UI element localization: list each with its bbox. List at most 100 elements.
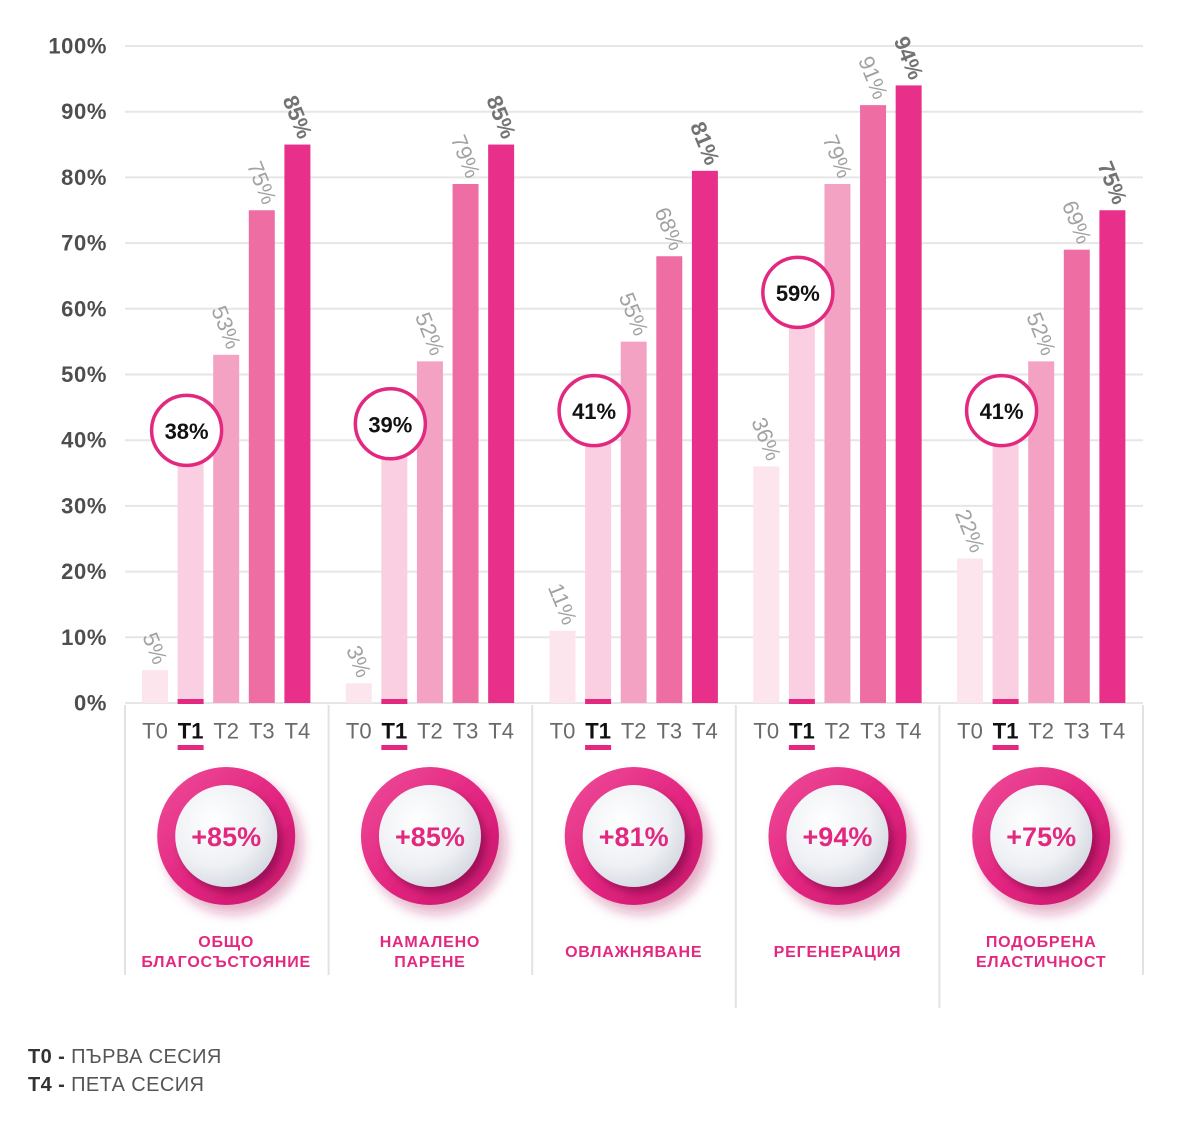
value-label: 85%	[278, 92, 318, 142]
category-label-line: БЛАГОСЪСТОЯНИЕ	[141, 954, 311, 971]
value-label: 91%	[853, 52, 893, 102]
highlight-marker-bottom	[788, 745, 815, 750]
badge-value: +85%	[395, 822, 465, 852]
bar-t3-group-5	[1063, 249, 1090, 704]
highlight-marker-top	[788, 699, 815, 704]
bar-t2-group-4	[824, 183, 851, 704]
x-tick-label: T3	[249, 719, 275, 744]
bar-t4-group-3	[691, 170, 718, 703]
badges: +85% +85% +81% +94% +75%	[157, 767, 1111, 905]
y-tick-label: 80%	[61, 165, 107, 190]
highlight-marker-top	[177, 699, 204, 704]
y-tick-label: 10%	[61, 625, 107, 650]
value-label: 79%	[818, 131, 858, 181]
bar-t4-group-1	[284, 144, 311, 704]
bar-t4-group-4	[895, 85, 922, 704]
x-tick-label: T1	[993, 719, 1019, 744]
x-axis: T0 T1 T2 T3 T4 T0 T1 T2 T3 T4 T0 T1 T2 T3 T4 T0 T1 T2 T3 T4…	[142, 699, 1125, 750]
highlight-marker-bottom	[381, 745, 408, 750]
x-tick-label: T2	[417, 719, 443, 744]
highlight-value-label: 41%	[980, 399, 1024, 424]
badge-disc	[786, 785, 889, 887]
bar-t3-group-4	[860, 105, 887, 703]
x-tick-label: T4	[1100, 719, 1126, 744]
bar-t1-group-3	[585, 433, 612, 703]
badge-group-3: +81%	[564, 767, 703, 905]
badge-value: +81%	[599, 822, 669, 852]
category-label-line: ЕЛАСТИЧНОСТ	[976, 954, 1106, 971]
highlight-callout-circle	[761, 255, 835, 330]
highlight-callout-circle	[557, 373, 631, 448]
value-label: 79%	[446, 131, 486, 181]
highlight-value-label: 59%	[776, 281, 820, 306]
x-tick-label: T0	[142, 719, 168, 744]
category-label-line: ПОДОБРЕНА	[986, 934, 1097, 951]
x-tick-label: T3	[453, 719, 479, 744]
bar-t4-group-2	[488, 144, 515, 704]
value-label: 75%	[1093, 158, 1133, 208]
value-label: 3%	[341, 642, 376, 681]
value-label: 68%	[649, 204, 689, 254]
badge-value: +75%	[1006, 822, 1076, 852]
highlight-marker-top	[381, 699, 408, 704]
badge-group-1: +85%	[157, 767, 296, 905]
category-label: ПОДОБРЕНА ЕЛАСТИЧНОСТ	[976, 934, 1106, 971]
highlight-callout-circle	[353, 387, 428, 461]
value-label: 52%	[1021, 309, 1061, 359]
value-label: 52%	[410, 309, 450, 359]
x-tick-label: T0	[753, 719, 779, 744]
badge-value: +85%	[191, 822, 261, 852]
bar-t3-group-3	[656, 256, 683, 703]
bars	[142, 85, 1126, 704]
bar-t0-group-2	[345, 683, 372, 703]
x-tick-label: T4	[285, 719, 311, 744]
x-tick-label: T1	[382, 719, 408, 744]
highlight-callout-circle	[149, 393, 224, 468]
x-tick-label: T3	[860, 719, 886, 744]
highlight-value-label: 38%	[165, 419, 209, 444]
x-tick-label: T4	[488, 719, 514, 744]
badge-group-2: +85%	[360, 767, 499, 905]
bar-t0-group-3	[549, 630, 576, 703]
x-tick-label: T2	[825, 719, 851, 744]
category-label-line: ОВЛАЖНЯВАНЕ	[565, 944, 702, 961]
bar-t0-group-5	[957, 558, 983, 703]
badge-group-5: +75%	[972, 767, 1111, 905]
legend-key: T0 -	[28, 1046, 66, 1068]
value-label: 69%	[1057, 197, 1097, 247]
value-label: 85%	[481, 92, 521, 142]
value-label: 36%	[746, 414, 786, 464]
x-tick-label: T2	[213, 719, 239, 744]
x-tick-label: T1	[585, 719, 611, 744]
badge-disc	[990, 785, 1093, 887]
y-tick-label: 70%	[61, 231, 107, 256]
value-label: 81%	[685, 118, 725, 168]
x-tick-label: T1	[178, 719, 204, 744]
y-tick-label: 0%	[74, 691, 107, 716]
category-label-line: РЕГЕНЕРАЦИЯ	[774, 944, 902, 961]
highlight-marker-bottom	[177, 745, 204, 750]
badge-group-4: +94%	[768, 767, 907, 905]
y-tick-label: 20%	[61, 559, 107, 584]
x-tick-label: T0	[346, 719, 372, 744]
category-label-line: ПАРЕНЕ	[394, 954, 465, 971]
bar-t3-group-2	[452, 183, 479, 704]
highlight-marker-bottom	[992, 745, 1019, 750]
legend: T0 - ПЪРВА СЕСИЯ T4 - ПЕТА СЕСИЯ	[28, 1043, 222, 1099]
value-label: 55%	[614, 289, 654, 339]
y-tick-label: 40%	[61, 428, 107, 453]
x-tick-label: T0	[957, 719, 983, 744]
bar-t1-group-1	[177, 453, 204, 703]
y-tick-label: 90%	[61, 99, 107, 124]
bar-t4-group-5	[1099, 210, 1126, 703]
x-tick-label: T3	[656, 719, 682, 744]
highlight-callout-circle	[964, 373, 1039, 448]
x-tick-label: T4	[896, 719, 922, 744]
category-label: ОВЛАЖНЯВАНЕ	[565, 944, 702, 961]
legend-text: ПЕТА СЕСИЯ	[71, 1074, 205, 1096]
x-tick-label: T4	[692, 719, 718, 744]
value-label: 11%	[543, 580, 582, 629]
bar-t0-group-1	[142, 670, 168, 703]
category-label-line: ОБЩО	[198, 934, 254, 951]
highlight-marker-top	[992, 699, 1019, 704]
